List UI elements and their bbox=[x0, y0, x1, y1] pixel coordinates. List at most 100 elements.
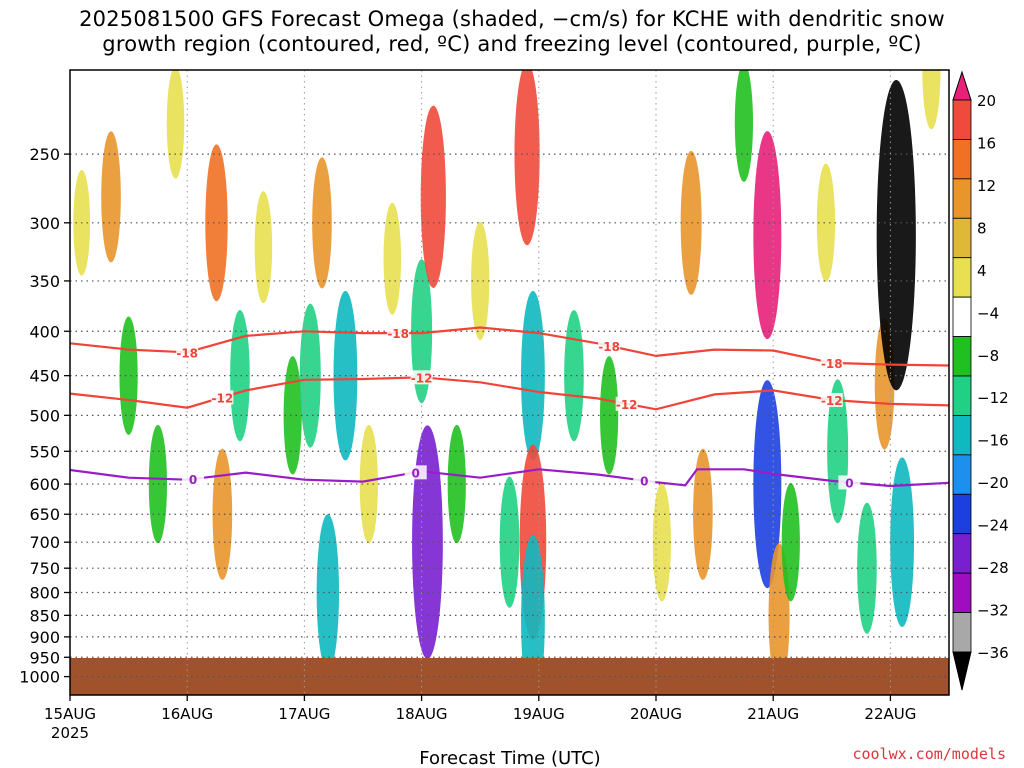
plot-frame bbox=[69, 69, 950, 696]
x-tick-sublabel: 2025 bbox=[51, 724, 89, 742]
contour-label-bg bbox=[211, 390, 234, 405]
x-tick-label: 16AUG bbox=[161, 705, 213, 723]
colorbar-label: −36 bbox=[977, 644, 1009, 662]
contour-label: -18 bbox=[598, 340, 620, 354]
omega-cell bbox=[922, 70, 941, 130]
contour-label-bg bbox=[820, 392, 843, 407]
y-tick-label: 350 bbox=[29, 272, 60, 291]
contour-label-bg bbox=[838, 475, 861, 490]
omega-cell bbox=[753, 131, 782, 340]
colorbar-swatch bbox=[952, 336, 972, 377]
chart-title-line-2: growth region (contoured, red, ºC) and f… bbox=[102, 32, 922, 56]
colorbar-swatch bbox=[952, 257, 972, 298]
omega-cell bbox=[680, 150, 702, 295]
colorbar-label: −4 bbox=[977, 304, 999, 322]
omega-cell bbox=[876, 79, 916, 391]
contour-label: 0 bbox=[189, 473, 197, 487]
colorbar-label: −24 bbox=[977, 517, 1009, 535]
omega-cell bbox=[383, 202, 402, 315]
colorbar-label: −16 bbox=[977, 432, 1009, 450]
omega-cell bbox=[212, 448, 233, 580]
y-tick-label: 650 bbox=[29, 505, 60, 524]
omega-cell bbox=[299, 303, 321, 448]
colorbar-swatch bbox=[952, 99, 972, 140]
contour-label-bg bbox=[615, 396, 638, 411]
colorbar-legend: 20 16 12 8 4 −4 −8 −12 −16 −20 −24 −28 −32 −36 bbox=[952, 70, 1009, 691]
colorbar-label: 16 bbox=[977, 134, 996, 152]
colorbar-swatch bbox=[952, 178, 972, 219]
contour-label: -12 bbox=[212, 391, 234, 405]
colorbar-swatch bbox=[952, 415, 972, 456]
omega-cell bbox=[412, 425, 443, 659]
x-tick-label: 19AUG bbox=[513, 705, 565, 723]
contour-label: 0 bbox=[845, 476, 853, 490]
omega-shading bbox=[73, 70, 941, 695]
x-tick-label: 15AUG bbox=[44, 705, 96, 723]
contour-label-bg bbox=[404, 465, 427, 480]
colorbar-swatch bbox=[952, 454, 972, 495]
x-tick-label: 20AUG bbox=[630, 705, 682, 723]
omega-cell bbox=[514, 70, 540, 246]
contour-label: 0 bbox=[412, 466, 420, 480]
colorbar-label: −32 bbox=[977, 602, 1009, 620]
y-tick-label: 450 bbox=[29, 367, 60, 386]
y-tick-label: 250 bbox=[29, 145, 60, 164]
y-tick-label: 300 bbox=[29, 214, 60, 233]
y-tick-label: 400 bbox=[29, 322, 60, 341]
omega-cell bbox=[734, 70, 753, 182]
contour-label-bg bbox=[387, 326, 410, 341]
colorbar-label: 12 bbox=[977, 177, 996, 195]
colorbar-label: 8 bbox=[977, 219, 987, 237]
chart-title-line-1: 2025081500 GFS Forecast Omega (shaded, −… bbox=[79, 7, 945, 31]
colorbar-swatch bbox=[952, 139, 972, 180]
omega-cell bbox=[816, 163, 836, 283]
x-tick-label: 17AUG bbox=[278, 705, 330, 723]
omega-cell bbox=[890, 457, 915, 627]
colorbar-swatch bbox=[952, 296, 972, 337]
y-tick-label: 700 bbox=[29, 533, 60, 552]
omega-cell bbox=[420, 105, 446, 289]
contour-label: 0 bbox=[640, 475, 648, 489]
contour-label: -18 bbox=[821, 357, 843, 371]
omega-cell bbox=[205, 144, 228, 302]
y-axis: 250 300 350 400 450 500 550 600 650 700 750 800 850 9… bbox=[19, 145, 70, 687]
omega-cell bbox=[312, 157, 332, 289]
dendritic-contour bbox=[70, 326, 949, 367]
omega-cell bbox=[283, 356, 302, 475]
omega-cell bbox=[471, 221, 490, 341]
y-tick-label: 950 bbox=[29, 648, 60, 667]
omega-cell bbox=[316, 514, 340, 671]
contour-label: -12 bbox=[821, 394, 843, 408]
colorbar-swatch bbox=[952, 572, 972, 613]
colorbar-label: −12 bbox=[977, 389, 1009, 407]
contour-label-bg bbox=[182, 471, 205, 486]
ground-layer bbox=[70, 658, 949, 695]
colorbar-swatch bbox=[952, 375, 972, 416]
contour-label: -18 bbox=[176, 346, 198, 360]
colorbar-label: 20 bbox=[977, 92, 996, 110]
x-axis-label: Forecast Time (UTC) bbox=[419, 748, 600, 768]
y-tick-label: 600 bbox=[29, 475, 60, 494]
y-tick-label: 800 bbox=[29, 584, 60, 603]
credit-text: coolwx.com/models bbox=[852, 745, 1006, 763]
omega-cell bbox=[101, 131, 121, 263]
colorbar-swatch bbox=[952, 612, 972, 653]
colorbar-label: −8 bbox=[977, 347, 999, 365]
y-tick-label: 1000 bbox=[19, 668, 60, 687]
y-tick-label: 850 bbox=[29, 606, 60, 625]
y-tick-label: 750 bbox=[29, 559, 60, 578]
contour-label-bg bbox=[820, 355, 843, 370]
contour-label-bg bbox=[598, 338, 621, 353]
contour-label: -12 bbox=[616, 398, 638, 412]
x-tick-label: 18AUG bbox=[396, 705, 448, 723]
omega-cell bbox=[753, 380, 782, 589]
colorbar-label: 4 bbox=[977, 262, 987, 280]
omega-cell bbox=[499, 476, 520, 608]
contour-label-bg bbox=[410, 370, 433, 385]
omega-cell bbox=[119, 316, 138, 435]
grid-lines bbox=[70, 70, 949, 695]
colorbar-swatch bbox=[952, 493, 972, 535]
omega-cell bbox=[652, 482, 671, 602]
contour-label-bg bbox=[633, 473, 656, 488]
